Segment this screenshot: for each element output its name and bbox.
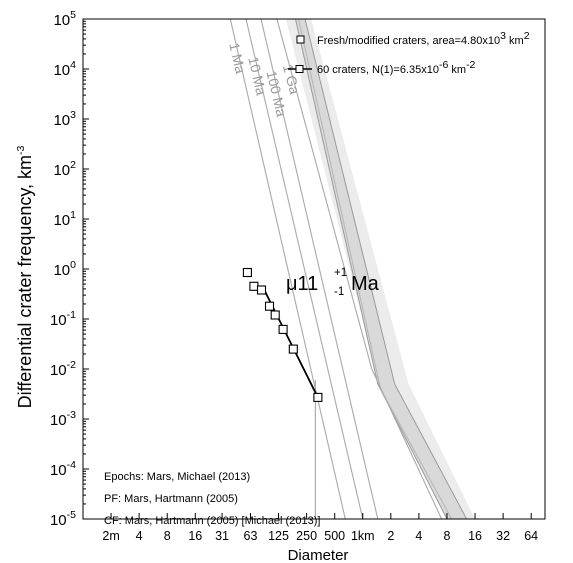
isochron-label-1-ma: 1 Ma [226,41,249,75]
y-axis-label: Differential crater frequency, km-3 [15,145,35,408]
y-tick-label: 10-2 [50,359,76,379]
x-tick-label: 64 [524,529,538,543]
data-point [278,324,288,334]
reference-band-inner [295,19,467,519]
y-tick-label: 100 [53,259,76,279]
y-axis-label-superscript: -3 [15,145,27,154]
x-tick-label: 8 [164,529,171,543]
y-tick-label: 105 [53,9,76,29]
x-tick-label: 1km [351,529,375,543]
y-axis-label-text: Differential crater frequency, km [15,155,35,408]
legend-label-fit: 60 craters, N(1)=6.35x10-6 km-2 [317,59,476,76]
y-tick-label: 10-5 [50,509,76,529]
model-age-plus: +1 [334,267,347,279]
reference-band-edge-lower [304,19,468,519]
isochron-line-10-ma [245,19,364,519]
y-tick-label: 103 [53,109,76,129]
x-tick-label: 2m [102,529,119,543]
data-point [249,281,259,291]
x-tick-label: 16 [468,529,482,543]
data-point [264,301,275,311]
model-age-label: μ11 +1 -1 Ma [286,267,380,298]
x-tick-label: 4 [136,529,143,543]
x-axis-label: Diameter [288,547,349,563]
data-point [288,344,298,354]
y-tick-label: 10-4 [50,459,76,479]
isochron-line-1-ma [229,19,346,519]
isochron-line-100-ma [260,19,379,519]
annotations: Epochs: Mars, Michael (2013) PF: Mars, H… [104,471,320,527]
annotation-epochs: Epochs: Mars, Michael (2013) [104,471,250,483]
annotation-cf: CF: Mars, Hartmann (2005) [Michael (2013… [104,515,320,527]
legend-marker-square [296,35,305,44]
y-tick-label: 101 [53,209,76,229]
axes-group: 10-5 10-4 10-3 10-2 10-1 100 101 102 103 104 105 2m… [50,9,538,543]
data-point [313,392,323,402]
data-point [256,285,267,295]
legend-marker-fit-square [295,65,304,73]
x-tick-label: 250 [296,529,317,543]
isochron-lines [229,19,443,519]
reference-band-group [285,19,475,519]
x-tick-label: 32 [496,529,510,543]
reference-band-edge-upper [295,19,448,519]
x-tick-label: 31 [215,529,229,543]
model-age-minus: -1 [334,286,344,298]
x-tick-label: 16 [188,529,202,543]
x-tick-label: 2 [387,529,394,543]
annotation-pf: PF: Mars, Hartmann (2005) [104,493,238,505]
x-tick-label: 125 [268,529,289,543]
isochron-line-1-ga [276,19,443,519]
model-age-unit: Ma [351,273,380,295]
x-tick-label: 500 [324,529,345,543]
x-tick-label: 4 [415,529,422,543]
data-layer [242,267,323,519]
legend-label-fresh-craters: Fresh/modified craters, area=4.80x103 km… [317,30,530,47]
y-tick-label: 10-3 [50,409,76,429]
legend: Fresh/modified craters, area=4.80x103 km… [288,30,530,76]
y-tick-label: 104 [53,59,76,79]
x-tick-label: 8 [443,529,450,543]
data-point [242,267,252,278]
data-point [270,310,280,320]
model-age-prefix: μ11 [286,273,318,295]
y-tick-label: 102 [53,159,76,179]
x-tick-label: 63 [244,529,258,543]
y-tick-label: 10-1 [50,309,76,329]
